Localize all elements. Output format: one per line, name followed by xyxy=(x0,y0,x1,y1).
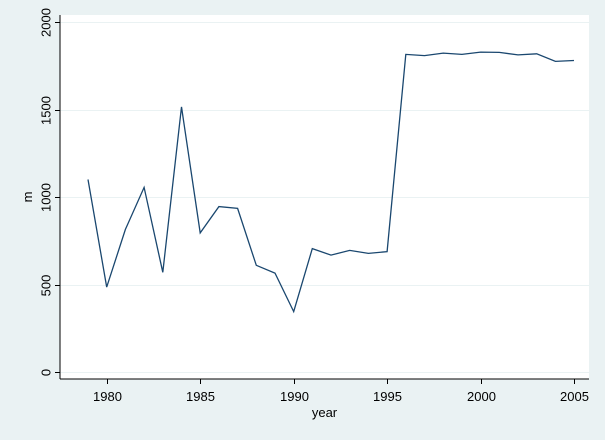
y-axis-ticks: 0 500 1000 1500 2000 xyxy=(38,8,60,376)
x-tick-label: 1985 xyxy=(186,389,215,404)
x-tick-label: 1990 xyxy=(280,389,309,404)
x-tick-label: 1995 xyxy=(373,389,402,404)
y-tick-label: 2000 xyxy=(38,8,53,37)
x-tick-label: 2000 xyxy=(467,389,496,404)
x-axis-title: year xyxy=(312,405,338,420)
x-axis-ticks: 1980 1985 1990 1995 2000 2005 xyxy=(93,379,589,404)
y-tick-label: 500 xyxy=(38,275,53,297)
series-layer xyxy=(87,51,575,314)
grid-lines xyxy=(60,22,589,373)
x-tick-label: 1980 xyxy=(93,389,122,404)
y-tick-label: 1500 xyxy=(38,96,53,125)
y-axis-title: m xyxy=(20,192,35,203)
x-tick-label: 2005 xyxy=(560,389,589,404)
y-tick-label: 0 xyxy=(38,369,53,376)
y-tick-label: 1000 xyxy=(38,183,53,212)
series-line xyxy=(87,51,575,314)
